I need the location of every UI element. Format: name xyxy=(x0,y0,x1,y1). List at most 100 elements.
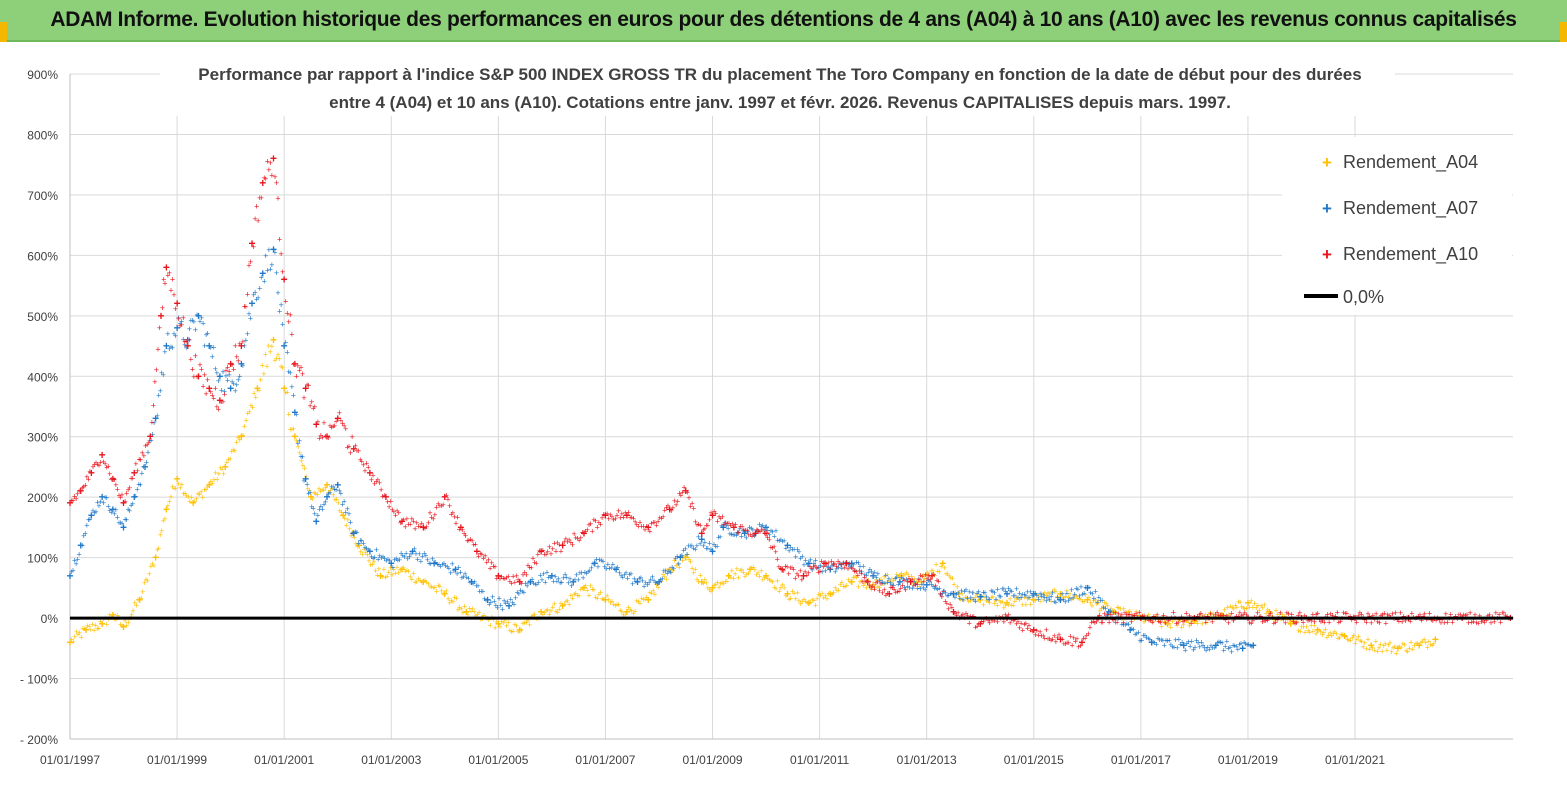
scatter-mark: + xyxy=(124,515,129,525)
scatter-mark: + xyxy=(173,331,178,341)
scatter-mark: + xyxy=(936,577,941,587)
scatter-mark: + xyxy=(237,371,242,381)
scatter-mark: + xyxy=(173,304,178,314)
scatter-mark: + xyxy=(326,433,331,443)
scatter-mark: + xyxy=(77,550,82,560)
scatter-mark: + xyxy=(240,337,245,347)
x-tick-label: 01/01/2003 xyxy=(361,753,421,767)
y-tick-label: 0% xyxy=(41,612,59,626)
scatter-mark: + xyxy=(263,174,268,184)
scatter-mark: + xyxy=(240,361,245,371)
scatter-mark: + xyxy=(294,409,299,419)
scatter-mark: + xyxy=(213,383,218,393)
scatter-mark: + xyxy=(321,418,326,428)
scatter-mark: + xyxy=(138,480,143,490)
scatter-mark: + xyxy=(1249,642,1254,652)
scatter-mark: + xyxy=(492,562,497,572)
scatter-mark: + xyxy=(245,289,250,299)
scatter-mark: + xyxy=(170,343,175,353)
scatter-mark: + xyxy=(205,328,210,338)
scatter-mark: + xyxy=(300,369,305,379)
chart-area: - 200% - 100% 0% 100% 200% 300% 400% 500% 600% 70… xyxy=(0,42,1567,790)
scatter-mark: + xyxy=(80,541,85,551)
y-tick-label: 100% xyxy=(27,552,58,566)
scatter-mark: + xyxy=(205,375,210,385)
scatter-mark: + xyxy=(202,341,207,351)
scatter-mark: + xyxy=(288,310,293,320)
chart-title-line2: entre 4 (A04) et 10 ans (A10). Cotations… xyxy=(329,93,1231,112)
scatter-mark: + xyxy=(534,559,539,569)
scatter-mark: + xyxy=(256,386,261,396)
scatter-mark: + xyxy=(236,356,241,366)
scatter-mark: + xyxy=(280,267,285,277)
chart-title: Performance par rapport à l'indice S&P 5… xyxy=(160,56,1395,116)
scatter-mark: + xyxy=(135,466,140,476)
scatter-mark: + xyxy=(200,319,205,329)
scatter-mark: + xyxy=(248,257,253,267)
scatter-mark: + xyxy=(714,541,719,551)
scatter-mark: + xyxy=(283,338,288,348)
y-tick-label: - 200% xyxy=(20,733,58,747)
y-tick-label: 700% xyxy=(27,189,58,203)
scatter-mark: + xyxy=(285,348,290,358)
scatter-mark: + xyxy=(274,268,279,278)
scatter-mark: + xyxy=(154,365,159,375)
y-tick-label: 800% xyxy=(27,128,58,142)
scatter-mark: + xyxy=(240,430,245,440)
scatter-mark: + xyxy=(158,386,163,396)
legend-label-a10: Rendement_A10 xyxy=(1343,244,1478,265)
scatter-mark: + xyxy=(146,438,151,448)
scatter-mark: + xyxy=(259,193,264,203)
y-tick-label: 400% xyxy=(27,370,58,384)
x-tick-label: 01/01/2013 xyxy=(897,753,957,767)
y-tick-label: 900% xyxy=(27,68,58,82)
scatter-mark: + xyxy=(160,303,165,313)
scatter-mark: + xyxy=(280,320,285,330)
scatter-mark: + xyxy=(256,293,261,303)
scatter-mark: + xyxy=(127,483,132,493)
scatter-mark: + xyxy=(300,452,305,462)
legend-marker-a10: + xyxy=(1322,245,1332,264)
scatter-mark: + xyxy=(171,290,176,300)
x-tick-label: 01/01/1999 xyxy=(147,753,207,767)
scatter-mark: + xyxy=(245,329,250,339)
x-tick-label: 01/01/2017 xyxy=(1111,753,1171,767)
scatter-mark: + xyxy=(268,158,273,168)
scatter-mark: + xyxy=(221,469,226,479)
scatter-mark: + xyxy=(264,362,269,372)
scatter-mark: + xyxy=(315,417,320,427)
x-tick-label: 01/01/2015 xyxy=(1004,753,1064,767)
scatter-mark: + xyxy=(274,178,279,188)
scatter-mark: + xyxy=(269,342,274,352)
scatter-mark: + xyxy=(181,313,186,323)
x-tick-label: 01/01/2009 xyxy=(682,753,742,767)
scatter-mark: + xyxy=(343,424,348,434)
scatter-mark: + xyxy=(289,330,294,340)
banner-title: ADAM Informe. Evolution historique des p… xyxy=(50,8,1516,32)
scatter-mark: + xyxy=(291,390,296,400)
scatter-mark: + xyxy=(222,390,227,400)
scatter-mark: + xyxy=(156,543,161,553)
scatter-mark: + xyxy=(149,417,154,427)
legend-label-a04: Rendement_A04 xyxy=(1343,152,1478,173)
x-tick-label: 01/01/2021 xyxy=(1325,753,1385,767)
legend-marker-a07: + xyxy=(1322,199,1332,218)
y-tick-label: - 100% xyxy=(20,673,58,687)
banner: ADAM Informe. Evolution historique des p… xyxy=(0,0,1567,42)
scatter-mark: + xyxy=(262,277,267,287)
scatter-mark: + xyxy=(243,302,248,312)
corner-marker-left xyxy=(0,22,7,42)
scatter-mark: + xyxy=(691,503,696,513)
x-tick-label: 01/01/1997 xyxy=(40,753,100,767)
y-tick-label: 300% xyxy=(27,431,58,445)
scatter-mark: + xyxy=(193,325,198,335)
scatter-mark: + xyxy=(141,451,146,461)
x-tick-label: 01/01/2005 xyxy=(468,753,528,767)
scatter-mark: + xyxy=(162,514,167,524)
y-tick-label: 600% xyxy=(27,249,58,263)
scatter-mark: + xyxy=(278,249,283,259)
scatter-mark: + xyxy=(455,512,460,522)
y-tick-label: 200% xyxy=(27,491,58,505)
legend-label-zero: 0,0% xyxy=(1343,287,1384,307)
scatter-mark: + xyxy=(718,532,723,542)
